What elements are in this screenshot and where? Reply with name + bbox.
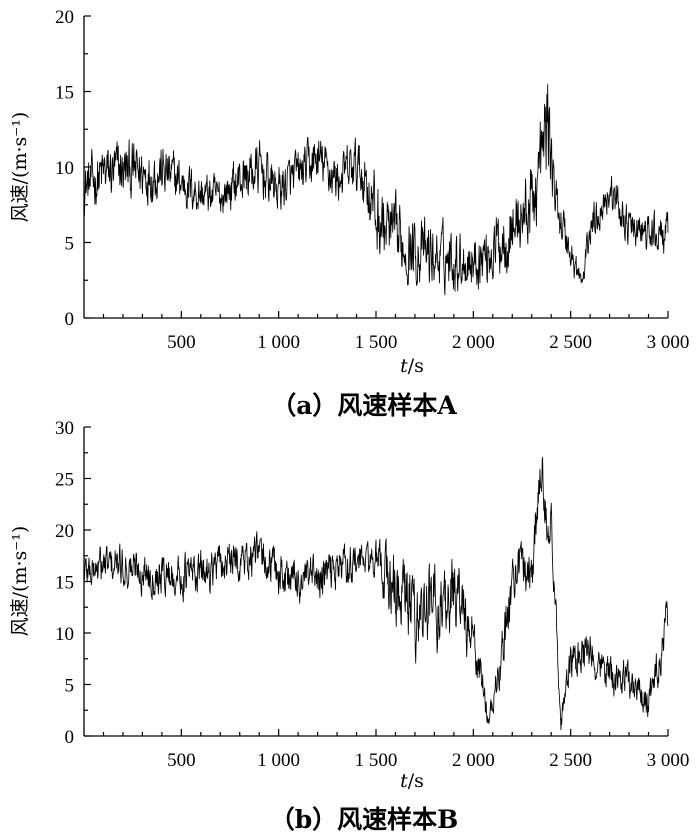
panel-caption: （b）风速样本B bbox=[270, 805, 459, 834]
chart-panel-b: 0 5 10 15 20 25 30 500 1 000 1 500 2 000 2 500 3 000… bbox=[9, 418, 689, 834]
y-tick-label: 10 bbox=[55, 624, 74, 645]
x-tick-label: 1 500 bbox=[355, 332, 398, 353]
x-tick-label: 3 000 bbox=[647, 750, 690, 771]
y-tick-label: 5 bbox=[65, 234, 75, 255]
y-tick-label: 20 bbox=[55, 521, 74, 542]
y-tick-label: 25 bbox=[55, 470, 74, 491]
x-axis-variable: t bbox=[400, 355, 408, 377]
x-tick-label: 2 500 bbox=[549, 750, 592, 771]
x-tick-label: 500 bbox=[167, 332, 196, 353]
x-tick-label: 2 000 bbox=[452, 332, 495, 353]
x-axis-unit: /s bbox=[408, 770, 424, 792]
x-tick-label: 1 500 bbox=[355, 750, 398, 771]
y-tick-label: 15 bbox=[55, 573, 74, 594]
x-tick-label: 1 000 bbox=[257, 750, 300, 771]
x-axis-label: t/s bbox=[400, 770, 424, 792]
y-tick-label: 0 bbox=[65, 727, 75, 748]
x-tick-label: 3 000 bbox=[647, 332, 690, 353]
y-axis-label: 风速/(m·s⁻¹) bbox=[9, 112, 31, 223]
y-tick-label: 30 bbox=[55, 418, 74, 439]
y-tick-label: 20 bbox=[55, 7, 74, 28]
y-axis-label: 风速/(m·s⁻¹) bbox=[9, 526, 31, 637]
x-axis-variable: t bbox=[400, 770, 408, 792]
x-tick-label: 2 000 bbox=[452, 750, 495, 771]
x-tick-label: 1 000 bbox=[257, 332, 300, 353]
wind-speed-series-line bbox=[83, 84, 669, 296]
y-tick-label: 5 bbox=[65, 676, 75, 697]
y-tick-label: 15 bbox=[55, 83, 74, 104]
x-tick-label: 2 500 bbox=[549, 332, 592, 353]
y-tick-label: 0 bbox=[65, 309, 75, 330]
x-axis-label: t/s bbox=[400, 355, 424, 377]
y-tick-label: 10 bbox=[55, 158, 74, 179]
chart-panel-a: 0 5 10 15 20 500 1 000 1 500 2 000 2 500 3 000 t/s 风… bbox=[9, 7, 689, 420]
x-tick-label: 500 bbox=[167, 750, 196, 771]
panel-caption: （a）风速样本A bbox=[271, 391, 457, 420]
wind-speed-series-line bbox=[83, 456, 669, 731]
x-axis-unit: /s bbox=[408, 355, 424, 377]
